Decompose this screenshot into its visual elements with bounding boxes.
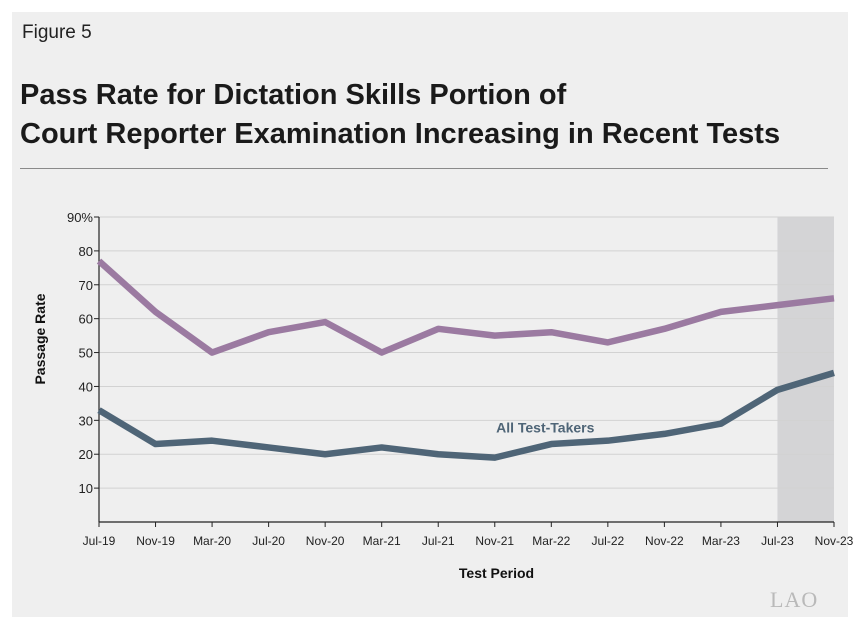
y-tick-label: 90% [67,210,93,225]
shaded-region [777,217,834,522]
shaded-region-layer [777,217,834,522]
y-axis-title: Passage Rate [32,293,48,384]
x-tick-label: Jul-21 [422,534,455,548]
y-tick-label: 60 [79,312,93,327]
lao-logo: LAO [770,587,819,612]
x-axis-title: Test Period [459,565,534,581]
y-tick-label: 70 [79,278,93,293]
x-tick-label: Jul-19 [83,534,116,548]
x-tick-label: Jul-23 [761,534,794,548]
x-tick-label: Nov-21 [475,534,514,548]
x-tick-label: Mar-22 [532,534,570,548]
y-tick-label: 30 [79,413,93,428]
series-line-2 [97,369,835,461]
figure-label: Figure 5 [22,22,92,43]
label-layer: First-Time Test-TakersAll Test-Takers [496,419,595,435]
series-label-2: All Test-Takers [496,419,595,435]
series-layer [96,258,835,461]
x-tick-label: Jul-22 [592,534,625,548]
y-tick-label: 40 [79,379,93,394]
x-tick-label: Nov-22 [645,534,684,548]
title-divider [20,168,828,169]
y-tick-label: 80 [79,244,93,259]
chart-title-line2: Court Reporter Examination Increasing in… [20,118,781,150]
x-tick-label: Mar-21 [363,534,401,548]
y-tick-label: 20 [79,447,93,462]
y-tick-label: 10 [79,481,93,496]
chart-title: Pass Rate for Dictation Skills Portion o… [20,76,840,154]
chart-title-line1: Pass Rate for Dictation Skills Portion o… [20,79,567,111]
x-tick-label: Mar-23 [702,534,740,548]
x-tick-label: Nov-23 [815,534,854,548]
x-tick-label: Nov-19 [136,534,175,548]
y-tick-label: 50 [79,346,93,361]
x-tick-label: Nov-20 [306,534,345,548]
series-line-1 [96,258,835,356]
axis-layer: 10 20 30 40 50 60 70 80 90% Jul-19 Nov-19 Mar-20 Jul… [32,210,854,581]
x-tick-label: Mar-20 [193,534,231,548]
x-tick-label: Jul-20 [252,534,285,548]
